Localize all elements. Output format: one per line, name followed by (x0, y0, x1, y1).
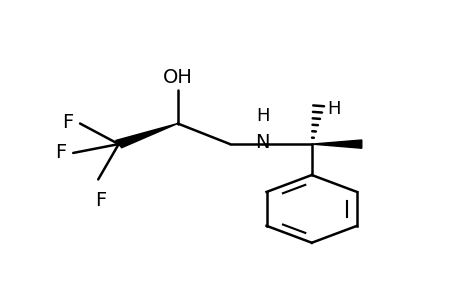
Text: F: F (95, 190, 106, 210)
Text: OH: OH (162, 68, 192, 87)
Text: F: F (55, 143, 66, 162)
Polygon shape (311, 140, 361, 148)
Polygon shape (115, 124, 177, 148)
Text: F: F (62, 112, 73, 131)
Text: H: H (255, 107, 269, 125)
Text: H: H (326, 100, 340, 118)
Text: N: N (255, 133, 269, 152)
